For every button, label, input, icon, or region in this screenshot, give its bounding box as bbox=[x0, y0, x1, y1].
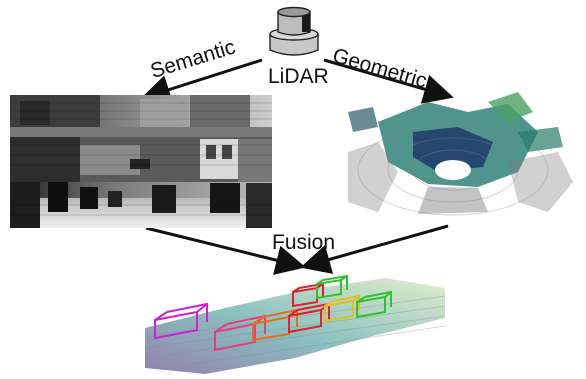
arrow-geometric bbox=[323, 58, 454, 104]
arrow-semantic bbox=[140, 58, 263, 104]
range-image-panel bbox=[10, 95, 272, 228]
fusion-result-panel bbox=[145, 274, 445, 374]
lidar-sensor-icon bbox=[269, 6, 319, 56]
arrow-fusion-left bbox=[145, 226, 306, 275]
point-cloud-panel bbox=[348, 92, 573, 216]
fusion-label: Fusion bbox=[272, 231, 336, 254]
lidar-label: LiDAR bbox=[268, 65, 329, 88]
arrow-fusion-right bbox=[300, 224, 449, 274]
